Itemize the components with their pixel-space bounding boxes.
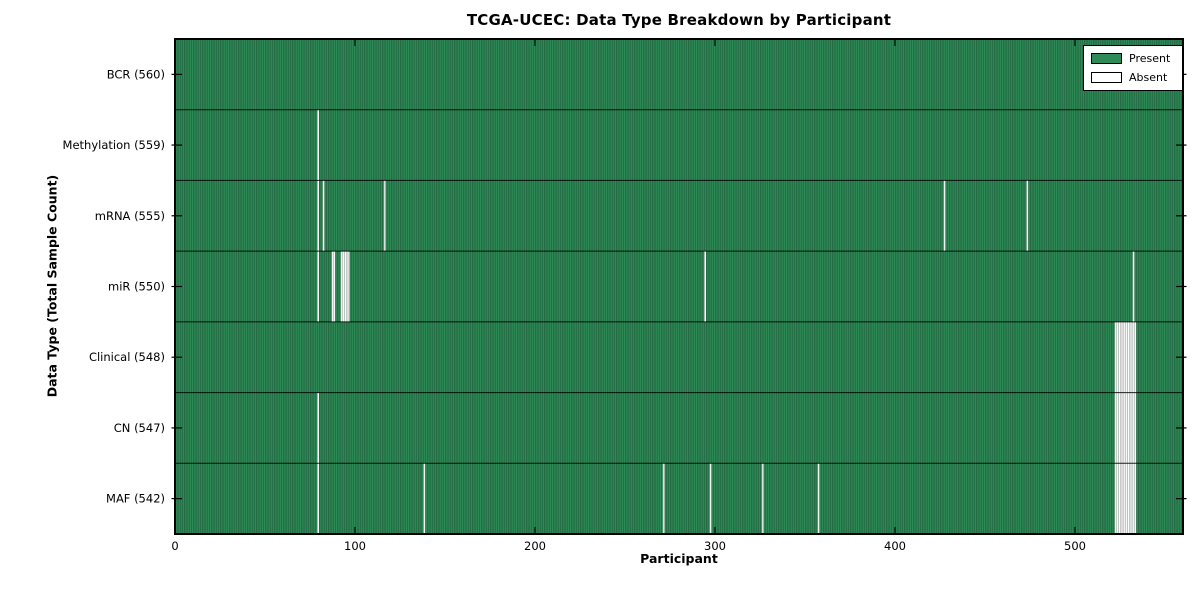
y-tick-label: miR (550) (108, 280, 165, 294)
y-tick-label: CN (547) (114, 421, 165, 435)
absent-swatch-icon (1091, 72, 1122, 83)
x-tick-label: 0 (171, 539, 178, 553)
chart-title: TCGA-UCEC: Data Type Breakdown by Partic… (466, 11, 892, 29)
legend: Present Absent (1083, 45, 1183, 91)
x-tick-label: 300 (704, 539, 726, 553)
y-tick-label: BCR (560) (107, 67, 165, 81)
x-axis-label: Participant (640, 551, 718, 566)
x-tick-label: 400 (884, 539, 906, 553)
y-tick-label: MAF (542) (106, 492, 165, 506)
legend-item-absent: Absent (1091, 71, 1175, 84)
x-tick-label: 500 (1064, 539, 1086, 553)
legend-label-absent: Absent (1129, 71, 1168, 84)
legend-item-present: Present (1091, 52, 1175, 65)
legend-label-present: Present (1129, 52, 1171, 65)
x-tick-label: 200 (524, 539, 546, 553)
y-tick-label: Methylation (559) (63, 138, 165, 152)
y-tick-label: Clinical (548) (89, 350, 165, 364)
present-swatch-icon (1091, 53, 1122, 64)
plot-frame (174, 38, 1184, 535)
y-tick-label: mRNA (555) (95, 209, 165, 223)
x-tick-label: 100 (344, 539, 366, 553)
column-stripes (175, 39, 1183, 534)
